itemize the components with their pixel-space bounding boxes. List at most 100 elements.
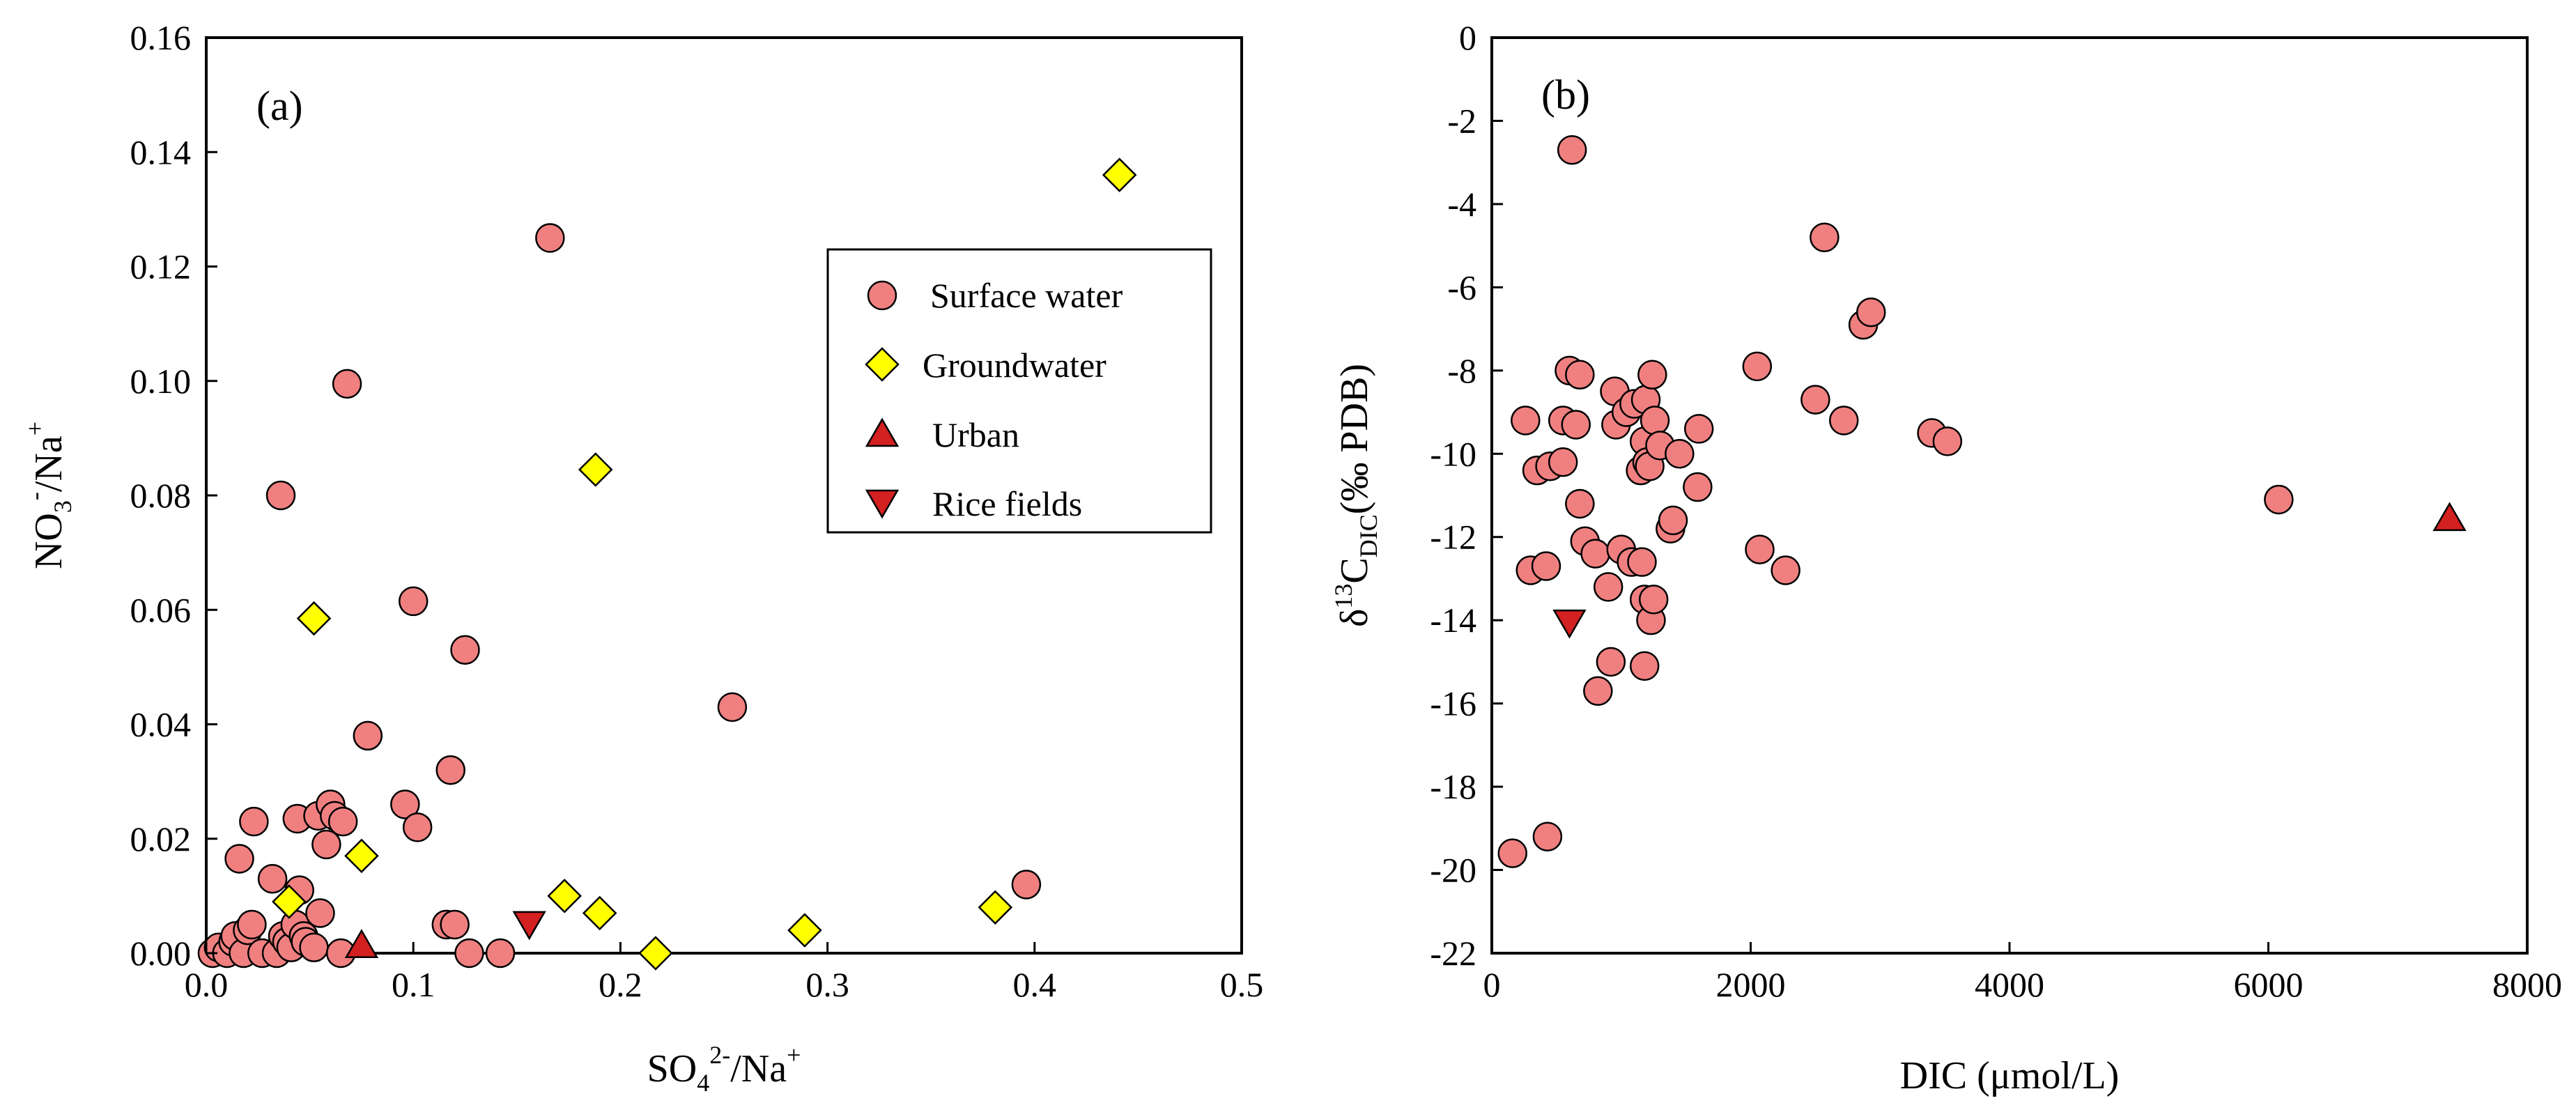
- y-label-a-sub: 3: [49, 500, 77, 513]
- y-ticks-a: 0.00 0.02 0.04 0.06 0.08 0.10 0.12 0.14 0.16: [130, 18, 217, 973]
- y-tick-label-b: -8: [1447, 351, 1476, 390]
- point-surface-b: [1532, 821, 1563, 852]
- y-axis-label-b: δ13CDIC(‰ PDB): [1329, 364, 1382, 627]
- point-surface-a: [257, 863, 288, 894]
- point-surface-b: [1557, 135, 1587, 165]
- point-surface-a: [1011, 870, 1042, 900]
- x-tick-label-a: 0.5: [1220, 965, 1264, 1004]
- point-surface-b: [1638, 585, 1669, 615]
- legend-marker-groundwater: [865, 347, 900, 382]
- y-label-b-rest: (‰ PDB): [1333, 364, 1376, 514]
- x-ticks-b: 0 2000 4000 6000 8000: [1483, 942, 2562, 1004]
- y-tick-label-b: -22: [1430, 934, 1476, 973]
- point-groundwater-a: [296, 601, 332, 636]
- point-surface-b: [1531, 551, 1561, 581]
- x-tick-label-b: 8000: [2492, 965, 2562, 1004]
- point-groundwater-a: [547, 879, 582, 913]
- legend-marker-surface: [867, 280, 897, 311]
- x-label-a-sup2: +: [787, 1041, 801, 1069]
- point-surface-b: [1593, 572, 1624, 602]
- point-groundwater-a: [638, 936, 673, 971]
- point-surface-a: [435, 755, 465, 785]
- point-surface-b: [1856, 297, 1886, 327]
- y-label-a-base: NO: [27, 513, 70, 569]
- point-groundwater-a: [272, 884, 307, 919]
- point-groundwater-a: [582, 895, 617, 931]
- x-label-a-sub: 4: [697, 1069, 709, 1097]
- points-a: [197, 157, 1137, 971]
- x-label-a-base: SO: [647, 1047, 697, 1090]
- point-surface-b: [1683, 472, 1713, 502]
- legend-entry-surface: Surface water: [867, 276, 1123, 315]
- legend-label-surface: Surface water: [930, 276, 1123, 315]
- y-tick-label-b: -16: [1430, 684, 1476, 723]
- point-surface-b: [1800, 385, 1830, 415]
- point-groundwater-a: [978, 890, 1013, 925]
- y-tick-label-a: 0.10: [130, 362, 192, 401]
- y-tick-label-a: 0.14: [130, 132, 192, 171]
- point-surface-b: [1665, 439, 1695, 469]
- x-label-a-sup: 2-: [709, 1041, 730, 1069]
- point-surface-a: [265, 480, 296, 511]
- x-tick-label-a: 0.3: [805, 965, 849, 1004]
- point-groundwater-a: [344, 838, 379, 874]
- y-tick-label-a: 0.04: [130, 705, 192, 744]
- point-surface-b: [1596, 647, 1626, 677]
- y-tick-label-a: 0.06: [130, 590, 192, 629]
- x-tick-label-b: 0: [1483, 965, 1501, 1004]
- y-tick-label-b: -4: [1447, 185, 1476, 224]
- point-surface-b: [1565, 360, 1595, 390]
- legend-label-urban: Urban: [932, 415, 1019, 454]
- point-surface-a: [450, 635, 480, 665]
- point-surface-b: [1497, 838, 1527, 868]
- x-tick-label-b: 2000: [1716, 965, 1786, 1004]
- y-tick-label-a: 0.08: [130, 476, 192, 515]
- y-label-a-sup2: +: [21, 422, 49, 435]
- plot-frame-b: [1490, 36, 2529, 955]
- point-surface-a: [224, 844, 254, 874]
- x-tick-label-a: 0.0: [185, 965, 229, 1004]
- point-surface-b: [1658, 505, 1688, 536]
- point-surface-a: [402, 812, 433, 842]
- point-groundwater-a: [1102, 157, 1137, 192]
- point-surface-b: [1583, 676, 1613, 706]
- chart-panel-b: 0 2000 4000 6000 8000 -22-20-18-16-14-12-10-…: [1329, 18, 2562, 1097]
- point-surface-b: [1580, 539, 1610, 569]
- y-tick-label-b: -6: [1447, 268, 1476, 307]
- point-surface-b: [1771, 555, 1800, 585]
- legend-marker-urban: [865, 417, 900, 447]
- point-rice-a: [512, 911, 546, 941]
- point-urban-b: [2432, 502, 2467, 532]
- point-surface-a: [237, 909, 267, 940]
- point-surface-a: [327, 806, 358, 837]
- point-surface-a: [353, 720, 383, 751]
- legend-marker-rice: [865, 489, 900, 519]
- legend-label-rice: Rice fields: [932, 484, 1082, 523]
- x-tick-label-b: 4000: [1975, 965, 2044, 1004]
- legend-entry-urban: Urban: [865, 415, 1019, 454]
- point-surface-b: [1629, 651, 1660, 681]
- legend-entry-groundwater: Groundwater: [865, 346, 1106, 385]
- panel-label-b: (b): [1541, 72, 1590, 118]
- y-label-a-rest: /Na: [27, 435, 70, 492]
- legend-a: Surface water Groundwater Urban Rice fie…: [826, 248, 1212, 534]
- point-surface-a: [299, 932, 329, 963]
- point-surface-a: [535, 223, 565, 253]
- point-surface-b: [1640, 406, 1670, 435]
- point-surface-b: [1511, 406, 1541, 435]
- x-tick-label-a: 0.1: [392, 965, 435, 1004]
- y-tick-label-a: 0.02: [130, 819, 192, 858]
- point-surface-b: [1548, 447, 1578, 477]
- point-surface-a: [332, 369, 362, 399]
- point-surface-b: [1627, 547, 1657, 577]
- point-surface-b: [1561, 410, 1591, 440]
- point-groundwater-a: [578, 452, 613, 487]
- y-label-b-c: C: [1333, 557, 1376, 583]
- point-surface-a: [454, 938, 484, 968]
- point-surface-a: [717, 692, 748, 723]
- point-surface-a: [311, 829, 341, 860]
- y-label-a-sup: -: [21, 492, 49, 500]
- y-tick-label-a: 0.16: [130, 18, 192, 57]
- point-surface-a: [305, 898, 335, 928]
- chart-panel-a: 0.0 0.1 0.2 0.3 0.4 0.5 0.000.020.040.060.080…: [21, 18, 1263, 1097]
